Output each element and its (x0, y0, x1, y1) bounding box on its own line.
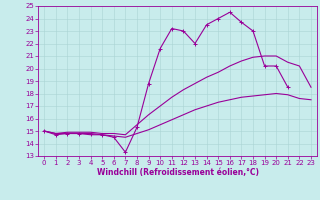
X-axis label: Windchill (Refroidissement éolien,°C): Windchill (Refroidissement éolien,°C) (97, 168, 259, 177)
